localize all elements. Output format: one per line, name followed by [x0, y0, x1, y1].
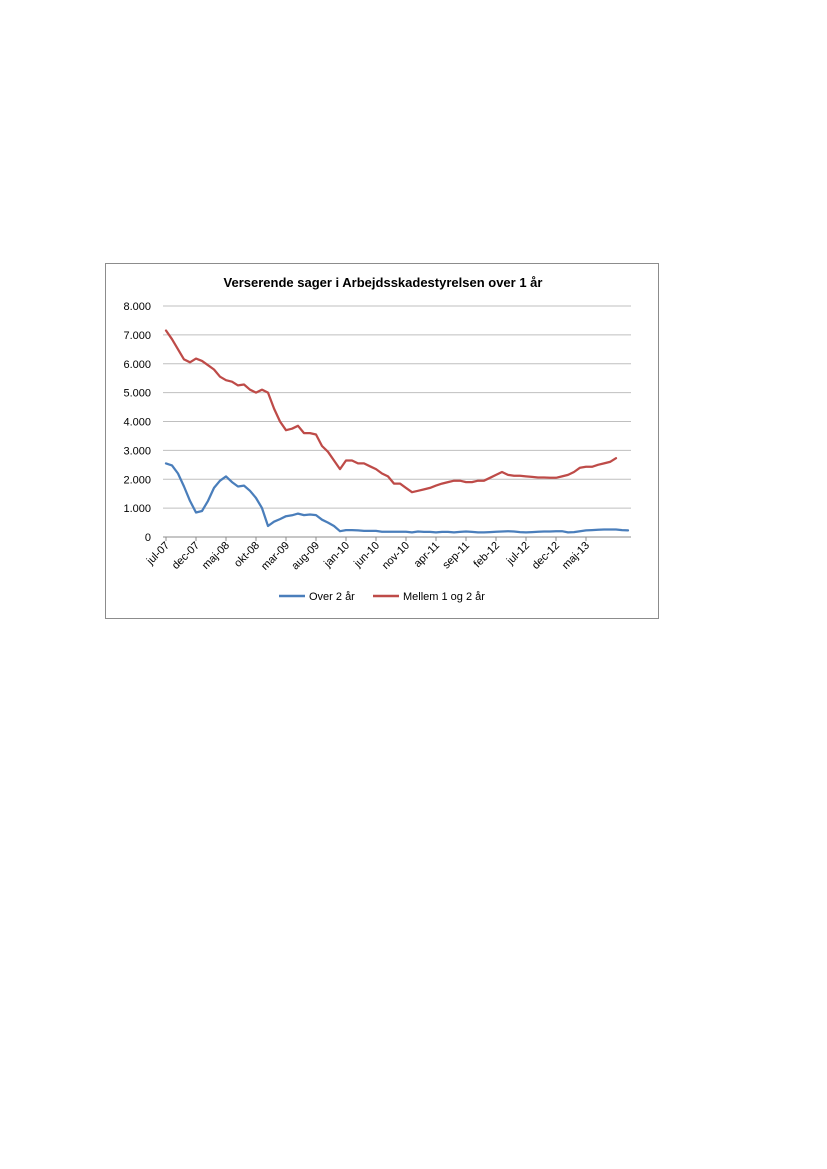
series-line-1: [164, 462, 630, 534]
x-tick-label: feb-12: [472, 540, 503, 571]
x-tick-label: aug-09: [289, 540, 322, 573]
x-tick-label: jul-12: [504, 540, 532, 568]
x-tick-label: maj-08: [200, 540, 232, 572]
y-tick-label: 6.000: [123, 359, 151, 371]
y-tick-label: 2.000: [123, 474, 151, 486]
y-axis-ticks: 0 1.000 2.000 3.000 4.000 5.000 6.000 7.000 8.00…: [123, 301, 151, 544]
y-tick-label: 0: [145, 532, 151, 544]
y-tick-label: 3.000: [123, 445, 151, 457]
x-tick-label: jun-10: [351, 540, 382, 571]
x-tick-label: sep-11: [440, 540, 472, 572]
series-lines: [164, 329, 630, 534]
line-chart: Verserende sager i Arbejdsskadestyrelsen…: [123, 275, 631, 603]
x-tick-label: mar-09: [259, 540, 292, 573]
x-tick-label: maj-13: [560, 540, 592, 572]
y-tick-label: 1.000: [123, 503, 151, 515]
gridlines: [163, 305, 631, 538]
x-tick-label: dec-12: [530, 540, 562, 572]
y-tick-label: 8.000: [123, 301, 151, 313]
chart-title: Verserende sager i Arbejdsskadestyrelsen…: [224, 275, 543, 290]
y-tick-label: 4.000: [123, 417, 151, 429]
x-tick-label: dec-07: [170, 540, 202, 572]
y-tick-label: 7.000: [123, 330, 151, 342]
series-line-2: [164, 329, 618, 494]
y-tick-label: 5.000: [123, 388, 151, 400]
legend: Over 2 år Mellem 1 og 2 år: [279, 591, 485, 603]
x-tick-label: okt-08: [232, 540, 262, 570]
x-tick-label: nov-10: [380, 540, 412, 572]
legend-label: Over 2 år: [309, 591, 355, 603]
x-tick-label: apr-11: [412, 540, 442, 570]
chart-container: Verserende sager i Arbejdsskadestyrelsen…: [105, 263, 659, 619]
legend-label: Mellem 1 og 2 år: [403, 591, 485, 603]
x-tick-label: jan-10: [321, 540, 352, 571]
